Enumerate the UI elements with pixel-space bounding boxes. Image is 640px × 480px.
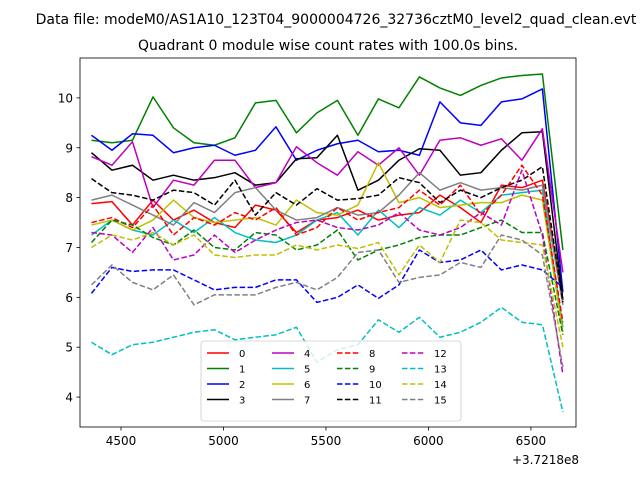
axes-frame — [79, 57, 577, 428]
x-offset-label: +3.7218e8 — [512, 453, 579, 467]
series-10-line — [90, 249, 564, 304]
legend-label-0: 0 — [239, 349, 245, 360]
series-7-line — [91, 171, 564, 305]
x-tick-label-5500: 5500 — [311, 434, 342, 448]
legend-label-12: 12 — [434, 349, 447, 360]
series-3-line — [90, 131, 564, 300]
legend-label-11: 11 — [369, 396, 382, 407]
y-tick-label-6: 6 — [65, 291, 73, 305]
legend-label-3: 3 — [239, 396, 245, 407]
series-14-line — [91, 219, 564, 348]
legend-label-14: 14 — [434, 380, 447, 391]
x-tick-label-4500: 4500 — [106, 434, 137, 448]
legend-label-4: 4 — [304, 349, 310, 360]
series-0-line — [91, 179, 564, 300]
series-4-line — [91, 128, 564, 273]
legend-label-10: 10 — [369, 380, 382, 391]
series-12-line — [91, 169, 564, 375]
y-tick-label-4: 4 — [65, 391, 73, 405]
legend-label-6: 6 — [304, 380, 310, 391]
legend-label-15: 15 — [434, 396, 447, 407]
x-tick-label-5000: 5000 — [208, 434, 239, 448]
series-15-line — [90, 234, 564, 368]
chart-title: Quadrant 0 module wise count rates with … — [138, 38, 518, 54]
figure-suptitle: Data file: modeM0/AS1A10_123T04_90000047… — [36, 12, 637, 28]
legend-box — [200, 340, 462, 422]
series-8-line — [91, 164, 564, 323]
legend-label-9: 9 — [369, 365, 375, 376]
y-tick-label-9: 9 — [65, 141, 73, 155]
legend-label-7: 7 — [304, 396, 310, 407]
legend-label-1: 1 — [239, 365, 245, 376]
x-tick-label-6500: 6500 — [516, 434, 547, 448]
legend-label-5: 5 — [304, 365, 310, 376]
series-11-line — [91, 165, 564, 303]
series-6-line — [91, 161, 564, 333]
legend-label-13: 13 — [434, 365, 447, 376]
legend-label-2: 2 — [239, 380, 245, 391]
y-tick-label-5: 5 — [65, 341, 73, 355]
plot-area: 4500 5000 5500 6000 650045678910012345678910… — [58, 57, 577, 448]
y-tick-label-7: 7 — [65, 241, 73, 255]
legend-label-8: 8 — [369, 349, 375, 360]
y-tick-label-10: 10 — [58, 91, 73, 105]
x-tick-label-6000: 6000 — [413, 434, 444, 448]
series-1-line — [91, 73, 564, 251]
y-tick-label-8: 8 — [65, 191, 73, 205]
